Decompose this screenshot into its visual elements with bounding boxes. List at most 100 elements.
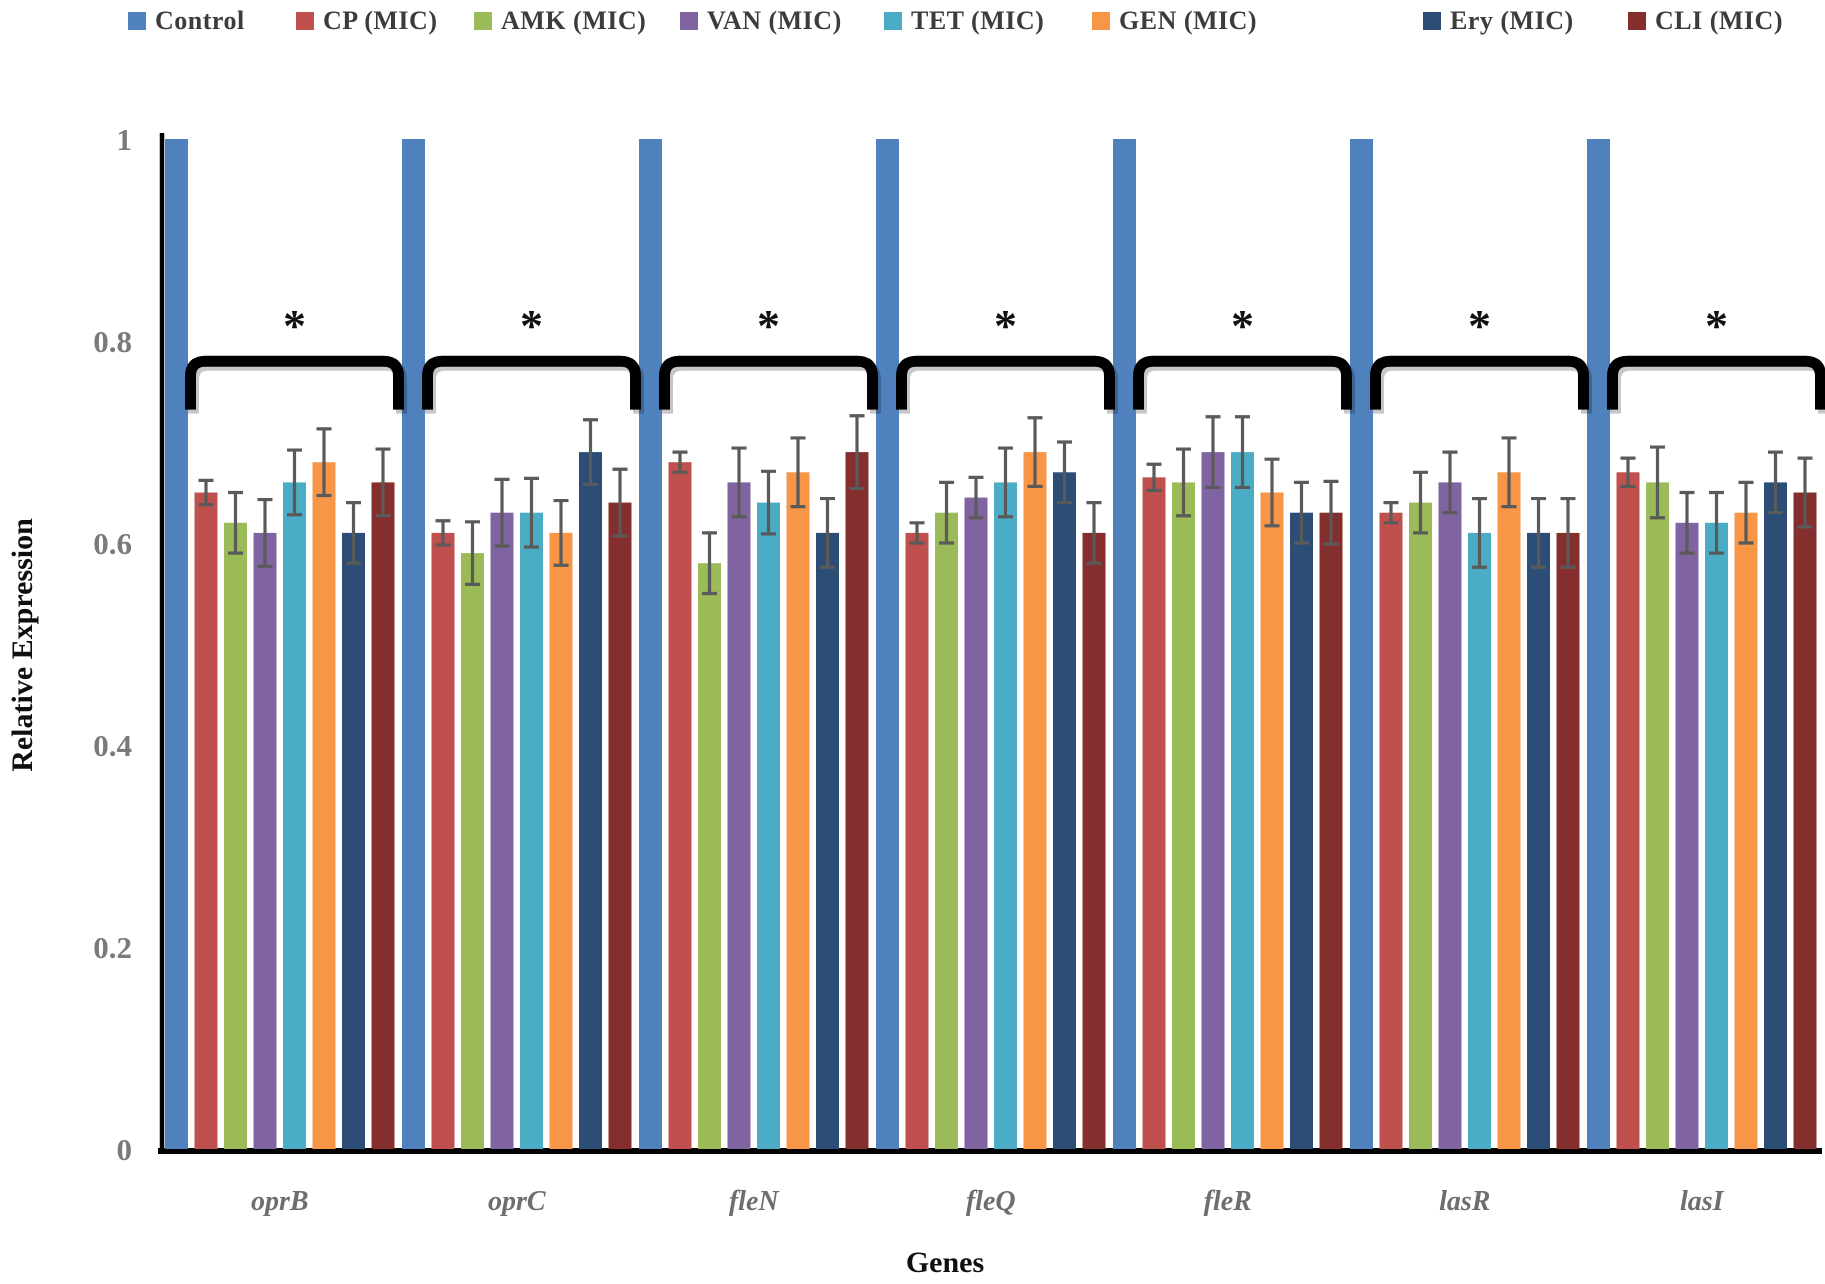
bar-fleR-amk [1172,482,1195,1149]
y-tick-label: 0.8 [93,324,132,359]
error-bar [702,531,717,596]
error-bar [672,450,688,474]
error-bar [257,497,273,568]
x-category-labels: oprB oprC fleN fleQ fleR lasR lasI [251,1186,1725,1217]
bar-oprC-van [490,512,514,1149]
bar-series [165,139,1817,1150]
error-bar [1768,450,1783,515]
error-bar [1501,436,1517,509]
bar-oprB-control [165,139,188,1149]
legend-item-gen-mic: GEN (MIC) [1092,6,1257,36]
axes [158,133,1822,1154]
bar-oprC-ery [579,452,602,1150]
bar-oprC-cli [608,502,632,1150]
y-axis-title: Relative Expression [6,518,39,772]
bar-fleQ-cli [1082,532,1106,1149]
y-tick-labels: 1 0.8 0.6 0.4 0.2 0 [93,122,132,1167]
error-bar [968,475,984,520]
error-bar [1235,415,1250,490]
error-bar [612,467,628,538]
significance-bracket-fleN [659,355,878,410]
significance-bracket-lasR [1370,355,1589,410]
bar-fleN-tet [757,502,780,1150]
significance-bracket-fleQ [896,355,1115,410]
legend-item-amk-mic: AMK (MIC) [474,6,646,36]
y-tick-label: 0.6 [93,526,132,561]
error-bar [316,427,332,498]
error-bar [1442,450,1458,515]
legend-label: CP (MIC) [323,6,438,35]
bar-oprC-amk [461,553,484,1149]
bar-fleN-amk [698,563,721,1149]
gene-label-oprB: oprB [251,1186,309,1217]
error-bar [1027,416,1043,489]
legend-swatch-icon [1423,12,1441,30]
error-bar [1176,447,1191,518]
bar-lasI-van [1675,522,1699,1149]
bar-lasI-gen [1734,512,1758,1149]
bar-oprC-cp [431,532,455,1149]
error-bar [287,448,302,517]
significance-bracket-lasI [1607,355,1825,410]
bar-fleN-cp [668,462,692,1149]
error-bar [1264,457,1280,528]
bar-fleQ-tet [994,482,1017,1149]
error-bar [1797,456,1813,529]
bar-lasI-cli [1793,492,1817,1149]
legend-label: TET (MIC) [911,6,1045,35]
y-tick-label: 1 [117,122,133,157]
error-bar [375,447,391,518]
legend-label: Control [155,6,245,35]
bar-oprC-control [402,139,425,1149]
bar-fleQ-ery [1053,472,1076,1149]
bracket-shadow [1136,359,1355,414]
legend-swatch-icon [128,12,146,30]
bar-fleN-van [727,482,751,1149]
legend-item-cp-mic: CP (MIC) [296,6,437,36]
error-bar [198,478,214,507]
bar-fleQ-van [964,497,988,1149]
significance-star-lasI: * [1705,300,1728,351]
bar-fleN-control [639,139,662,1149]
bar-oprB-amk [224,522,247,1149]
bar-oprB-cli [371,482,395,1149]
significance-star-oprB: * [283,300,306,351]
error-bar [465,520,480,587]
bar-fleR-cli [1319,512,1343,1149]
bar-lasR-tet [1468,532,1491,1149]
gene-label-fleN: fleN [729,1186,781,1217]
gene-label-oprC: oprC [488,1186,546,1217]
gene-label-fleQ: fleQ [966,1186,1016,1217]
bar-lasI-cp [1616,472,1640,1149]
error-bar [494,477,510,548]
legend-label: VAN (MIC) [707,6,842,35]
error-bar [1679,490,1695,555]
bar-fleQ-amk [935,512,958,1149]
bar-fleR-control [1113,139,1136,1149]
bracket-shadow [425,359,644,414]
error-bar [1472,496,1487,569]
bar-oprB-gen [312,462,336,1149]
error-bar [820,496,835,569]
significance-star-lasR: * [1468,300,1491,351]
bar-fleQ-control [876,139,899,1149]
significance-brackets: * * * * * * * [185,300,1825,414]
error-bar [524,476,539,549]
bar-lasR-control [1350,139,1373,1149]
bar-fleN-ery [816,532,839,1149]
error-bar [1086,501,1102,565]
error-bar [1057,440,1072,505]
significance-star-fleQ: * [994,300,1017,351]
error-bar [998,446,1013,519]
significance-star-fleN: * [757,300,780,351]
y-tick-label: 0.2 [93,930,132,965]
bracket-shadow [1373,359,1592,414]
bar-fleR-ery [1290,512,1313,1149]
gene-label-lasR: lasR [1439,1186,1490,1217]
error-bar [849,414,865,491]
bar-fleR-gen [1260,492,1284,1149]
error-bar [909,521,925,545]
bar-lasR-gen [1497,472,1521,1149]
bar-lasR-amk [1409,502,1432,1150]
legend-label: CLI (MIC) [1655,6,1783,35]
